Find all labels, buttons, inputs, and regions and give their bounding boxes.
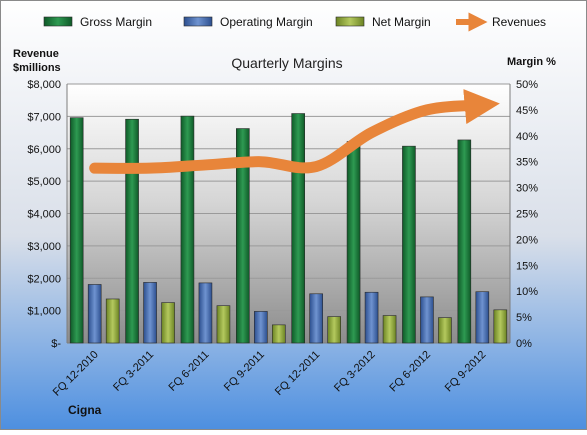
left-axis-tick-label: $5,000 bbox=[27, 176, 61, 188]
revenue-line bbox=[89, 89, 500, 174]
bar-operating-margin bbox=[475, 291, 490, 344]
right-axis-tick-label: 50% bbox=[516, 79, 538, 91]
bar-gross-margin bbox=[402, 145, 416, 344]
right-axis-tick-label: 5% bbox=[516, 312, 532, 324]
right-axis-tick-label: 25% bbox=[516, 209, 538, 221]
right-axis-tick-label: 0% bbox=[516, 338, 532, 350]
bar-net-margin bbox=[216, 305, 231, 344]
legend-label: Net Margin bbox=[372, 15, 431, 29]
footer-label: Cigna bbox=[68, 403, 102, 417]
left-axis: $- $1,000 $2,000 $3,000 $4,000 $5,000 $6,000 $7… bbox=[27, 79, 61, 350]
bar-net-margin bbox=[438, 317, 452, 344]
bar-gross-margin bbox=[457, 139, 472, 344]
legend-label: Gross Margin bbox=[80, 15, 152, 29]
bar-net-margin bbox=[382, 315, 397, 344]
bar-gross-margin bbox=[125, 118, 139, 344]
chart-title: Quarterly Margins bbox=[231, 55, 342, 71]
right-axis-tick-label: 15% bbox=[516, 260, 538, 272]
right-axis-label: Margin % bbox=[507, 56, 556, 68]
left-axis-tick-label: $4,000 bbox=[27, 209, 61, 221]
right-axis-tick-label: 35% bbox=[516, 157, 538, 169]
left-axis-tick-label: $7,000 bbox=[27, 111, 61, 123]
bar-operating-margin bbox=[198, 282, 213, 344]
bar-gross-margin bbox=[69, 117, 84, 344]
bar-net-margin bbox=[272, 324, 286, 344]
bar-gross-margin bbox=[236, 128, 250, 344]
left-axis-tick-label: $8,000 bbox=[27, 79, 61, 91]
bar-operating-margin bbox=[309, 293, 323, 344]
bar-operating-margin bbox=[254, 311, 268, 344]
bar-operating-margin bbox=[420, 296, 434, 344]
bar-net-margin bbox=[161, 302, 175, 344]
left-axis-tick-label: $1,000 bbox=[27, 306, 61, 318]
bar-net-margin bbox=[493, 309, 508, 344]
left-axis-tick-label: $- bbox=[51, 338, 61, 350]
right-axis-tick-label: 30% bbox=[516, 183, 538, 195]
legend: Gross Margin Operating Margin Net Margin Re… bbox=[43, 12, 546, 32]
right-axis-tick-label: 45% bbox=[516, 105, 538, 117]
right-axis-tick-label: 40% bbox=[516, 131, 538, 143]
left-axis-tick-label: $6,000 bbox=[27, 144, 61, 156]
bar-operating-margin bbox=[87, 284, 102, 344]
revenue-line-path bbox=[89, 89, 500, 174]
bar-net-margin bbox=[327, 316, 341, 344]
bar-net-margin bbox=[105, 298, 120, 344]
left-axis-label-line1: Revenue bbox=[13, 48, 59, 60]
right-axis: 0% 5% 10% 15% 20% 25% 30% 35% 40% 45% 50% bbox=[516, 79, 538, 350]
bar-gross-margin bbox=[346, 141, 361, 344]
right-axis-tick-label: 10% bbox=[516, 286, 538, 298]
bar-operating-margin bbox=[143, 282, 157, 344]
legend-label: Operating Margin bbox=[220, 15, 313, 29]
legend-label: Revenues bbox=[492, 15, 546, 29]
legend-swatch bbox=[183, 16, 213, 27]
legend-swatch bbox=[335, 16, 365, 27]
gridlines bbox=[66, 83, 511, 344]
left-axis-tick-label: $3,000 bbox=[27, 241, 61, 253]
legend-swatch bbox=[43, 16, 73, 27]
left-axis-label-line2: $millions bbox=[13, 62, 61, 74]
bar-gross-margin bbox=[291, 113, 305, 344]
right-axis-tick-label: 20% bbox=[516, 234, 538, 246]
bar-operating-margin bbox=[364, 291, 379, 344]
left-axis-tick-label: $2,000 bbox=[27, 273, 61, 285]
bar-series bbox=[69, 113, 508, 344]
bar-gross-margin bbox=[180, 115, 195, 344]
